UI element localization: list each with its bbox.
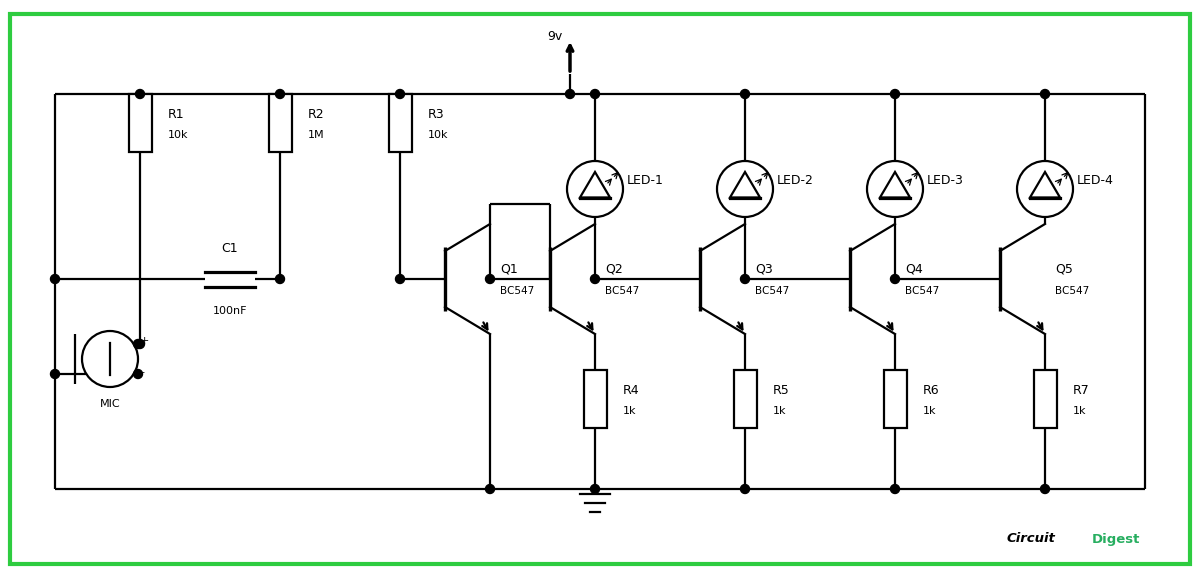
Circle shape <box>890 484 900 494</box>
Text: 10k: 10k <box>428 130 449 140</box>
Circle shape <box>590 274 600 284</box>
Text: +: + <box>140 336 149 346</box>
Text: 1k: 1k <box>1073 406 1086 416</box>
Text: MIC: MIC <box>100 399 120 409</box>
Text: R7: R7 <box>1073 385 1090 398</box>
Circle shape <box>1018 161 1073 217</box>
Text: R1: R1 <box>168 108 185 122</box>
Circle shape <box>396 274 404 284</box>
Text: R5: R5 <box>773 385 790 398</box>
Bar <box>583 370 606 428</box>
Bar <box>389 94 412 152</box>
Text: Circuit: Circuit <box>1006 533 1055 545</box>
Circle shape <box>50 274 60 284</box>
Text: Q4: Q4 <box>905 262 923 276</box>
Circle shape <box>276 274 284 284</box>
Circle shape <box>565 90 575 99</box>
Text: BC547: BC547 <box>605 286 640 296</box>
Polygon shape <box>880 172 910 197</box>
Circle shape <box>740 484 750 494</box>
Circle shape <box>740 274 750 284</box>
FancyBboxPatch shape <box>10 14 1190 564</box>
Circle shape <box>590 90 600 99</box>
Circle shape <box>133 339 143 348</box>
Polygon shape <box>580 172 610 197</box>
Text: 1M: 1M <box>308 130 325 140</box>
Text: BC547: BC547 <box>500 286 534 296</box>
Circle shape <box>133 370 143 378</box>
Text: Digest: Digest <box>1092 533 1140 545</box>
Circle shape <box>136 339 144 348</box>
Circle shape <box>1040 484 1050 494</box>
Circle shape <box>718 161 773 217</box>
Text: LED-4: LED-4 <box>1078 174 1114 188</box>
Text: Q5: Q5 <box>1055 262 1073 276</box>
Circle shape <box>890 90 900 99</box>
Circle shape <box>82 331 138 387</box>
Text: R2: R2 <box>308 108 325 122</box>
Text: -: - <box>140 367 144 377</box>
Bar <box>883 370 906 428</box>
Text: 100nF: 100nF <box>212 306 247 316</box>
Circle shape <box>590 484 600 494</box>
Polygon shape <box>1030 172 1060 197</box>
Text: LED-2: LED-2 <box>778 174 814 188</box>
Text: BC547: BC547 <box>1055 286 1090 296</box>
Text: LED-3: LED-3 <box>928 174 964 188</box>
Text: BC547: BC547 <box>755 286 790 296</box>
Circle shape <box>1040 90 1050 99</box>
Text: C1: C1 <box>222 242 239 255</box>
Text: Q2: Q2 <box>605 262 623 276</box>
Text: LED-1: LED-1 <box>628 174 664 188</box>
Circle shape <box>486 274 494 284</box>
Polygon shape <box>730 172 760 197</box>
Text: 9v: 9v <box>547 29 562 42</box>
Text: R4: R4 <box>623 385 640 398</box>
Bar <box>733 370 756 428</box>
Circle shape <box>136 90 144 99</box>
Circle shape <box>486 484 494 494</box>
Text: 10k: 10k <box>168 130 188 140</box>
Circle shape <box>568 161 623 217</box>
Bar <box>1033 370 1056 428</box>
Text: 1k: 1k <box>923 406 936 416</box>
Bar <box>269 94 292 152</box>
Circle shape <box>396 90 404 99</box>
Circle shape <box>740 90 750 99</box>
Text: R3: R3 <box>428 108 445 122</box>
Bar <box>128 94 151 152</box>
Circle shape <box>866 161 923 217</box>
Circle shape <box>50 370 60 378</box>
Text: R6: R6 <box>923 385 940 398</box>
Text: Q1: Q1 <box>500 262 517 276</box>
Circle shape <box>276 90 284 99</box>
Text: 1k: 1k <box>623 406 636 416</box>
Text: 1k: 1k <box>773 406 786 416</box>
Circle shape <box>890 274 900 284</box>
Text: BC547: BC547 <box>905 286 940 296</box>
Text: Q3: Q3 <box>755 262 773 276</box>
